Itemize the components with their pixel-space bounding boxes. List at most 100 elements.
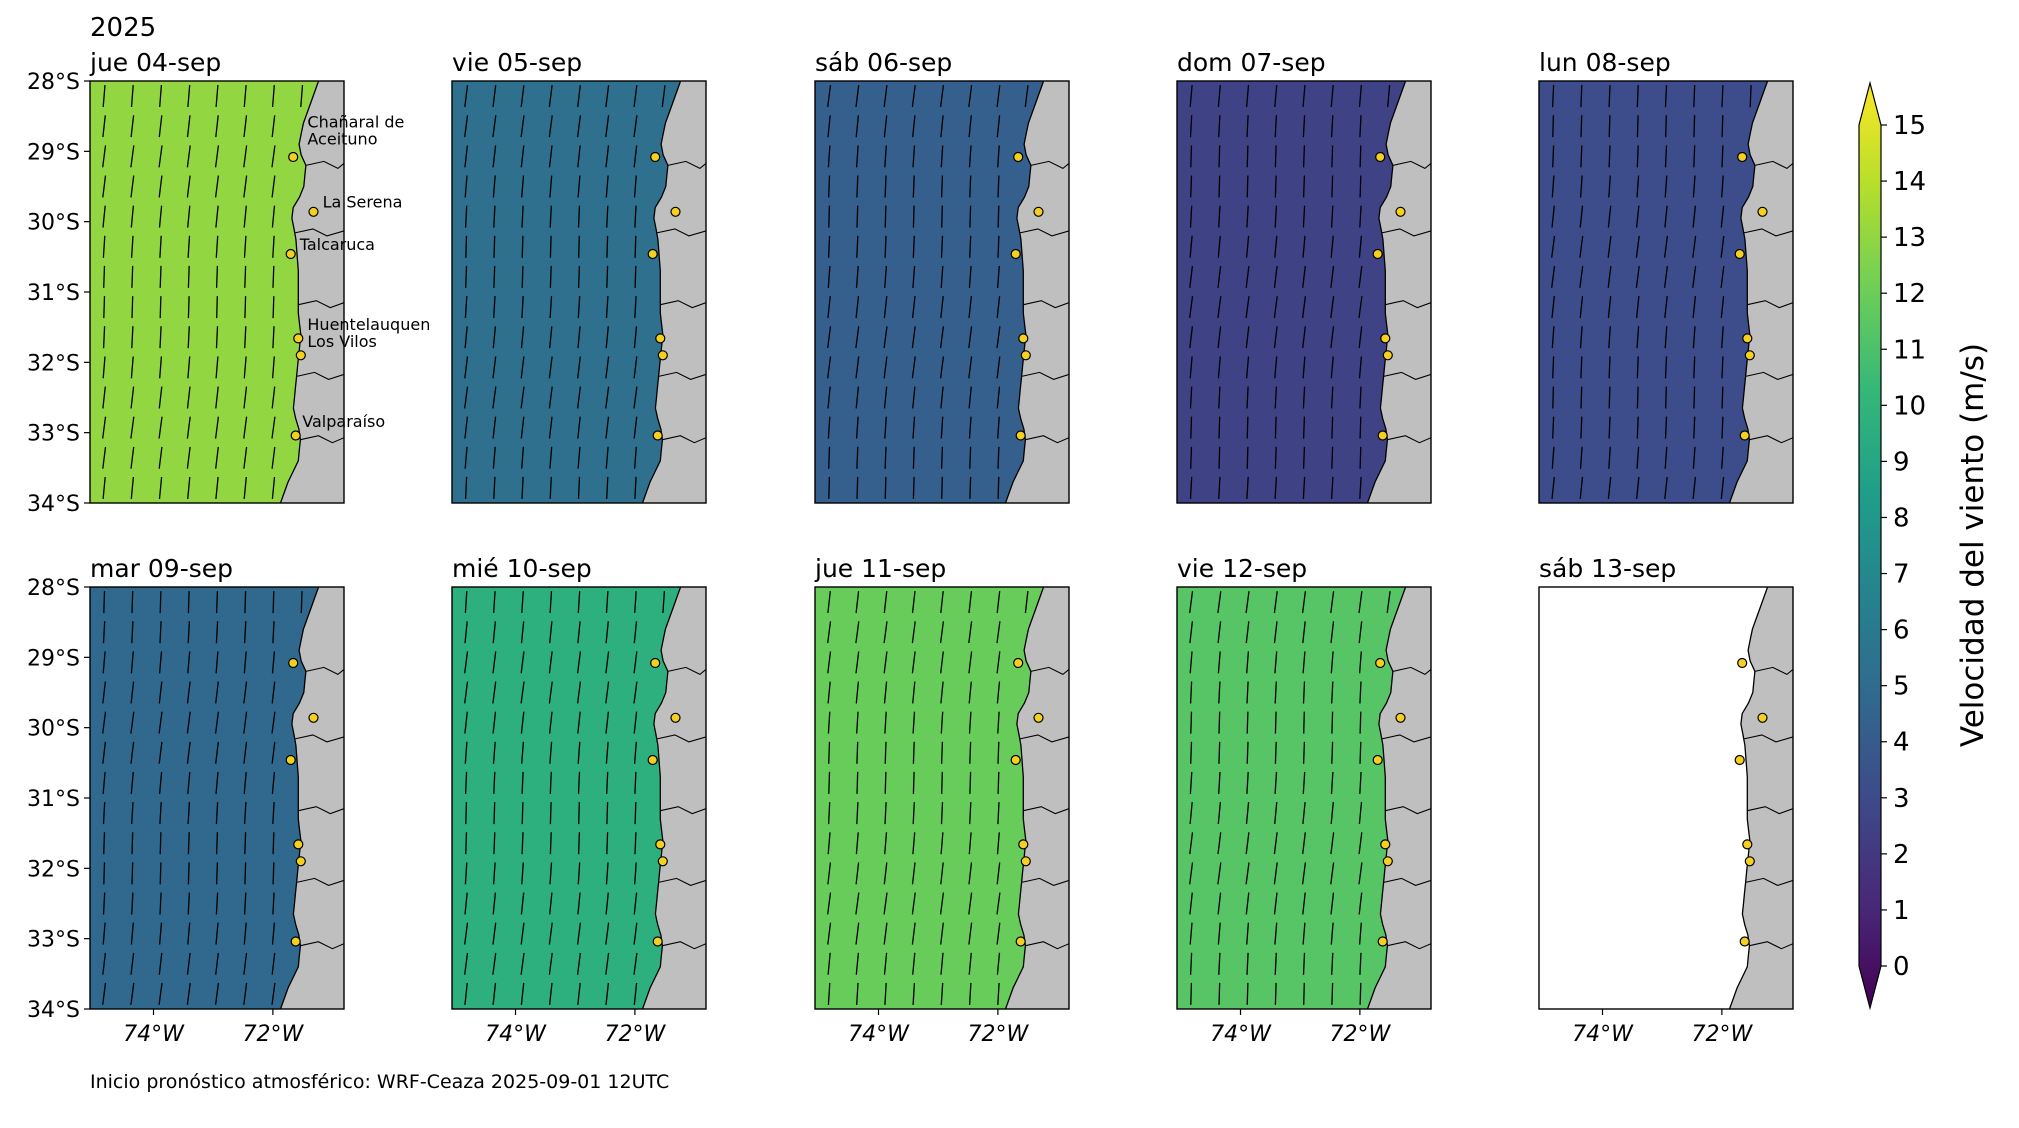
wind-arrow <box>912 771 915 794</box>
wind-arrow <box>214 982 220 1005</box>
wind-arrow <box>464 145 469 168</box>
wind-arrow <box>159 832 162 855</box>
wind-arrow <box>130 681 135 704</box>
wind-arrow <box>464 651 469 674</box>
wind-arrow <box>520 386 525 409</box>
wind-arrow <box>1217 862 1222 885</box>
wind-arrow <box>548 651 553 674</box>
wind-arrow <box>827 85 832 108</box>
wind-arrow <box>1358 296 1363 319</box>
wind-arrow <box>827 235 831 258</box>
region-border <box>300 941 344 950</box>
wind-arrow <box>968 681 972 704</box>
wind-arrow <box>493 296 496 319</box>
wind-arrow <box>969 446 972 469</box>
wind-arrow <box>187 892 191 915</box>
wind-arrow <box>464 476 468 499</box>
wind-arrow <box>243 802 247 825</box>
station-marker <box>1744 350 1755 361</box>
wind-arrow <box>997 416 1000 439</box>
wind-arrow <box>577 356 581 379</box>
station-marker <box>1739 936 1750 947</box>
wind-arrow <box>968 621 973 644</box>
wind-arrow <box>606 476 609 499</box>
station-marker <box>1375 151 1386 163</box>
wind-arrow <box>492 711 497 734</box>
wind-arrow <box>186 711 191 734</box>
wind-arrow <box>633 741 637 764</box>
wind-arrow <box>493 832 496 855</box>
wind-arrow <box>633 892 638 915</box>
wind-arrow <box>1358 892 1363 915</box>
wind-arrow <box>1245 296 1250 319</box>
station-marker <box>1734 754 1745 766</box>
wind-arrow <box>1359 205 1362 228</box>
wind-arrow <box>1552 115 1555 138</box>
wind-arrow <box>1330 386 1334 409</box>
wind-arrow <box>492 175 496 198</box>
wind-arrow <box>577 711 581 734</box>
wind-arrow <box>1607 235 1612 258</box>
wind-arrow <box>1551 265 1556 288</box>
wind-arrow <box>492 892 497 915</box>
wind-arrow <box>492 446 496 469</box>
wind-arrow <box>492 922 497 945</box>
wind-arrow <box>1273 832 1278 855</box>
wind-arrow <box>243 681 248 704</box>
colorbar-body <box>1858 80 1882 1011</box>
station-marker <box>295 350 306 361</box>
wind-arrow <box>272 832 275 855</box>
wind-arrow <box>102 681 107 704</box>
wind-arrow <box>577 892 581 915</box>
wind-arrow <box>1218 205 1221 228</box>
wind-arrow <box>186 681 191 704</box>
wind-arrow <box>576 651 582 674</box>
station-marker <box>1020 350 1031 361</box>
lon-label: 74°W <box>123 1022 185 1047</box>
wind-arrow <box>1189 892 1193 915</box>
wind-arrow <box>996 952 1001 975</box>
wind-arrow <box>884 205 887 228</box>
wind-arrow <box>243 115 248 138</box>
region-border <box>1023 806 1069 815</box>
wind-arrow <box>606 205 609 228</box>
region-border <box>1019 734 1069 743</box>
wind-arrow <box>215 681 219 704</box>
wind-arrows <box>1551 85 1752 499</box>
station-marker <box>1018 333 1029 344</box>
wind-arrow <box>548 356 553 379</box>
wind-arrow <box>1721 115 1724 138</box>
wind-arrow <box>215 356 219 379</box>
wind-arrow <box>911 296 916 319</box>
region-border <box>662 941 706 950</box>
wind-arrow <box>969 235 972 258</box>
colorbar-label: Velocidad del viento (m/s) <box>1955 343 1991 747</box>
wind-arrow <box>1664 446 1668 469</box>
wind-arrow <box>912 952 916 975</box>
wind-arrow <box>187 85 191 108</box>
wind-arrow <box>131 265 134 288</box>
wind-arrow <box>1302 235 1306 258</box>
wind-arrow <box>996 265 1000 288</box>
wind-arrow <box>520 711 525 734</box>
region-border <box>1021 877 1069 886</box>
region-border <box>1745 371 1793 380</box>
wind-arrow <box>855 265 859 288</box>
wind-arrow <box>884 145 887 168</box>
wind-arrow <box>215 922 219 945</box>
wind-arrow <box>130 85 134 108</box>
panel-title: sáb 06-sep <box>815 48 952 77</box>
wind-arrow <box>520 356 525 379</box>
region-border <box>1030 160 1069 170</box>
wind-arrow <box>940 296 944 319</box>
colorbar-tick-label: 3 <box>1893 784 1910 814</box>
wind-arrow <box>187 591 190 614</box>
wind-arrow <box>1358 922 1362 945</box>
sea-wind-field <box>90 587 319 1009</box>
wind-arrow <box>521 591 524 614</box>
wind-arrow <box>243 922 247 945</box>
wind-arrow <box>1579 446 1583 469</box>
wind-arrow <box>968 145 972 168</box>
wind-arrow <box>102 115 106 138</box>
wind-arrow <box>634 235 637 258</box>
